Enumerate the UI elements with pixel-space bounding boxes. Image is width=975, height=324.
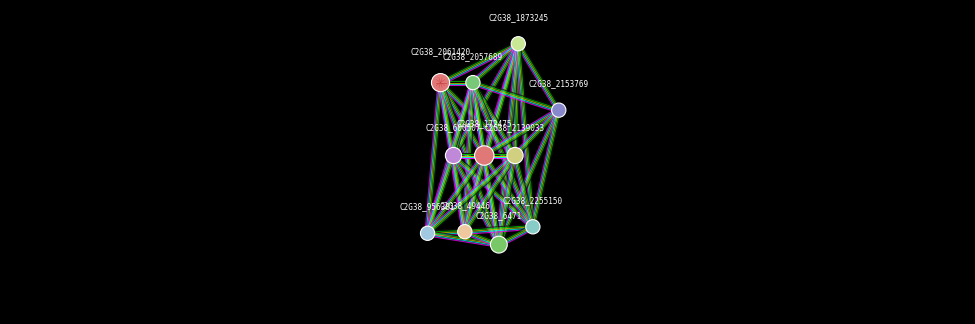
Text: C2G38_2061420: C2G38_2061420 xyxy=(410,47,471,56)
Circle shape xyxy=(446,147,461,164)
Text: C2G38_6471: C2G38_6471 xyxy=(476,211,522,220)
Circle shape xyxy=(511,37,526,51)
Text: C2G38_2057689: C2G38_2057689 xyxy=(443,52,503,61)
Circle shape xyxy=(466,75,480,90)
Circle shape xyxy=(490,236,507,253)
Circle shape xyxy=(475,146,494,165)
Text: C2G38_49446: C2G38_49446 xyxy=(440,201,490,210)
Circle shape xyxy=(552,103,565,117)
Text: C2G38_1873245: C2G38_1873245 xyxy=(488,13,548,22)
Text: C2G38_956381: C2G38_956381 xyxy=(400,202,455,212)
Circle shape xyxy=(457,225,472,239)
Text: C2G38_172475: C2G38_172475 xyxy=(456,119,512,128)
Circle shape xyxy=(507,147,524,164)
Circle shape xyxy=(420,226,435,240)
Text: C2G38_2153769: C2G38_2153769 xyxy=(528,79,589,88)
Circle shape xyxy=(526,220,540,234)
Text: C2G38_2139033: C2G38_2139033 xyxy=(485,123,545,132)
Text: C2G38_2255150: C2G38_2255150 xyxy=(503,196,563,205)
Text: C2G38_600507: C2G38_600507 xyxy=(426,123,482,132)
Circle shape xyxy=(432,74,449,92)
